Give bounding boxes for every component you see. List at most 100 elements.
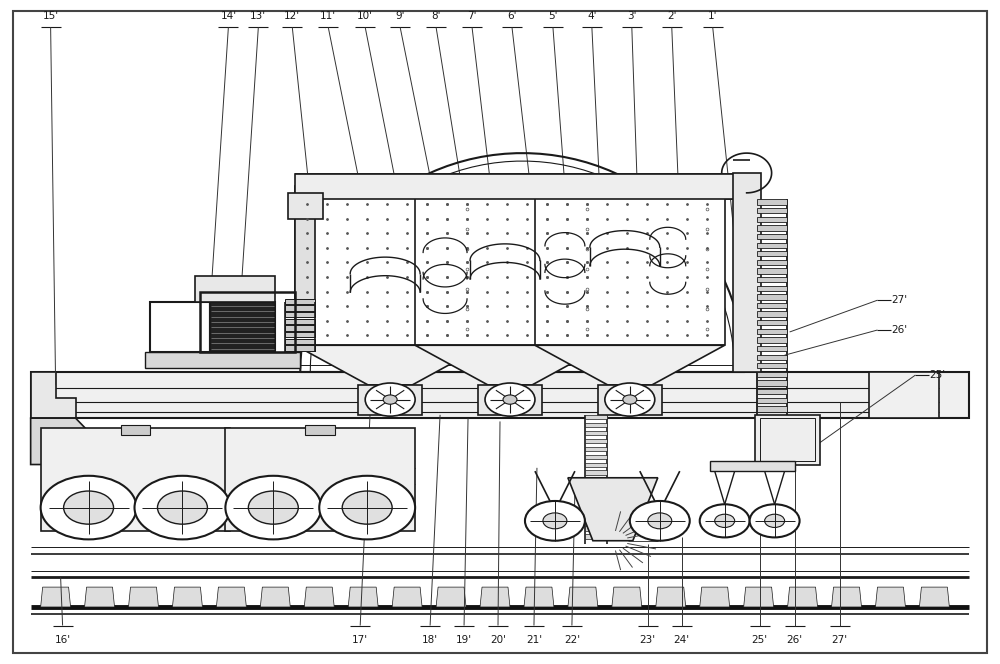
Circle shape xyxy=(525,501,585,540)
Bar xyxy=(585,439,607,444)
Bar xyxy=(757,234,787,239)
Bar xyxy=(585,423,607,428)
Text: 18': 18' xyxy=(422,635,438,645)
Polygon shape xyxy=(172,587,202,607)
Bar xyxy=(31,372,969,418)
Polygon shape xyxy=(31,418,121,465)
Bar xyxy=(757,389,787,394)
Circle shape xyxy=(543,513,567,529)
Bar xyxy=(757,311,787,317)
Polygon shape xyxy=(524,587,554,607)
Text: 26': 26' xyxy=(787,635,803,645)
Circle shape xyxy=(135,476,230,539)
Circle shape xyxy=(225,476,321,539)
Text: 25': 25' xyxy=(752,635,768,645)
Circle shape xyxy=(503,395,517,404)
Bar xyxy=(285,299,315,304)
Polygon shape xyxy=(919,587,949,607)
Text: 27': 27' xyxy=(831,635,848,645)
Text: 23': 23' xyxy=(640,635,656,645)
Bar xyxy=(288,193,323,219)
Bar xyxy=(757,294,787,299)
Bar xyxy=(757,199,787,205)
Polygon shape xyxy=(535,345,725,385)
Bar xyxy=(535,186,725,345)
Bar xyxy=(585,463,607,467)
Polygon shape xyxy=(568,587,598,607)
Polygon shape xyxy=(216,587,246,607)
Bar xyxy=(757,380,787,386)
Bar xyxy=(195,276,275,302)
Text: 27': 27' xyxy=(891,295,908,305)
Circle shape xyxy=(157,491,207,524)
Text: 20': 20' xyxy=(490,635,506,645)
Circle shape xyxy=(630,501,690,540)
Text: 1': 1' xyxy=(708,11,717,21)
Polygon shape xyxy=(788,587,818,607)
Text: 15': 15' xyxy=(43,11,59,21)
Bar xyxy=(733,173,761,372)
Polygon shape xyxy=(304,587,334,607)
Text: 19': 19' xyxy=(456,635,472,645)
Bar xyxy=(295,186,485,345)
Bar xyxy=(285,305,315,311)
Bar xyxy=(869,372,939,418)
Bar xyxy=(757,277,787,282)
Bar xyxy=(285,345,315,351)
Circle shape xyxy=(485,383,535,416)
Bar xyxy=(358,385,422,415)
Circle shape xyxy=(648,513,672,529)
Bar xyxy=(478,385,542,415)
Bar xyxy=(757,372,787,377)
Polygon shape xyxy=(129,587,158,607)
Text: 10': 10' xyxy=(357,11,373,21)
Polygon shape xyxy=(656,587,686,607)
Bar xyxy=(757,242,787,248)
Circle shape xyxy=(750,504,800,537)
Circle shape xyxy=(248,491,298,524)
Circle shape xyxy=(342,491,392,524)
Bar xyxy=(585,471,607,475)
Bar xyxy=(585,494,607,499)
Bar xyxy=(585,510,607,515)
Polygon shape xyxy=(568,478,658,540)
Polygon shape xyxy=(480,587,510,607)
Polygon shape xyxy=(832,587,861,607)
Bar xyxy=(757,286,787,291)
Polygon shape xyxy=(295,345,485,385)
Bar xyxy=(757,303,787,308)
Circle shape xyxy=(64,491,114,524)
Text: 3': 3' xyxy=(627,11,637,21)
Polygon shape xyxy=(700,587,730,607)
Bar xyxy=(585,534,607,539)
Bar xyxy=(757,260,787,265)
Bar xyxy=(757,320,787,325)
Bar xyxy=(585,479,607,483)
Bar xyxy=(757,251,787,256)
Circle shape xyxy=(700,504,750,537)
Bar xyxy=(210,302,275,352)
Bar xyxy=(757,406,787,412)
Bar xyxy=(757,346,787,351)
Bar xyxy=(295,216,315,302)
Text: 11': 11' xyxy=(320,11,336,21)
Bar xyxy=(757,337,787,343)
Circle shape xyxy=(605,383,655,416)
Bar xyxy=(225,428,415,531)
Polygon shape xyxy=(875,587,905,607)
Bar xyxy=(757,398,787,403)
Bar xyxy=(598,385,662,415)
Bar xyxy=(710,461,795,471)
Bar xyxy=(757,268,787,274)
Circle shape xyxy=(383,395,397,404)
Bar xyxy=(585,502,607,507)
Text: 22': 22' xyxy=(564,635,580,645)
Bar xyxy=(305,425,335,435)
Bar xyxy=(41,428,230,531)
Bar xyxy=(757,225,787,230)
Bar xyxy=(585,518,607,523)
Bar xyxy=(285,325,315,331)
Text: 13': 13' xyxy=(250,11,266,21)
Text: 16': 16' xyxy=(55,635,71,645)
Polygon shape xyxy=(436,587,466,607)
